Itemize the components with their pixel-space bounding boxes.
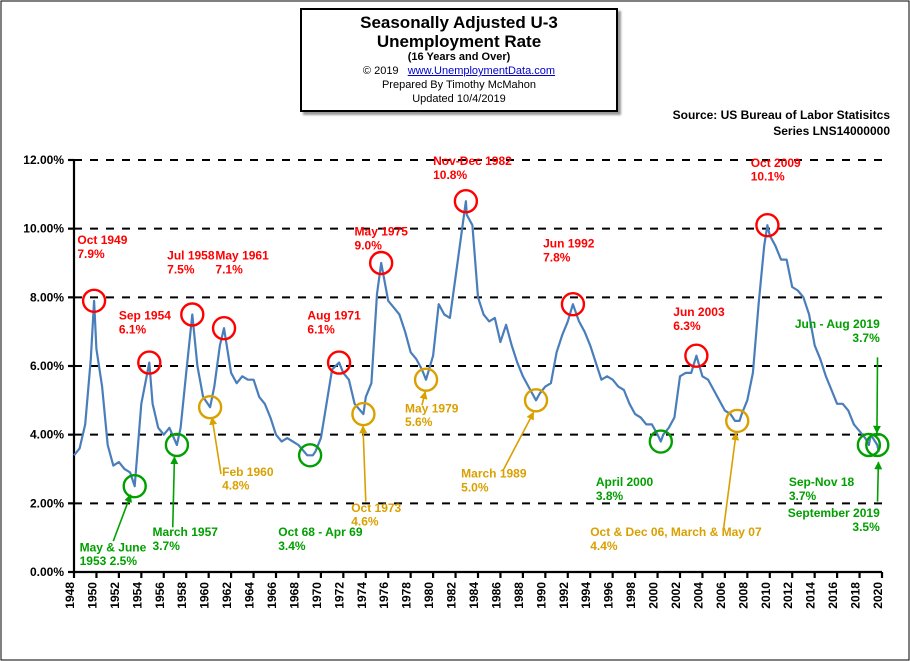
x-tick-label: 1968 — [287, 582, 301, 609]
y-tick-label: 12.00% — [23, 153, 64, 167]
x-tick-label: 1962 — [220, 582, 234, 609]
title-box: Seasonally Adjusted U-3 Unemployment Rat… — [300, 8, 618, 112]
x-tick-label: 1954 — [130, 582, 144, 609]
marker-label: Sep-Nov 183.7% — [789, 475, 855, 503]
x-tick-label: 1950 — [85, 582, 99, 609]
title-prepared: Prepared By Timothy McMahon — [308, 79, 610, 93]
x-tick-label: 1994 — [579, 582, 593, 609]
marker-label: Jun 20036.3% — [673, 305, 725, 333]
source-line2: Series LNS14000000 — [673, 124, 890, 140]
x-tick-label: 2012 — [781, 582, 795, 609]
marker-label: Oct 200910.1% — [751, 156, 801, 184]
marker-label: Feb 19604.8% — [222, 465, 274, 493]
callout-arrow — [878, 462, 879, 501]
callout-arrow — [877, 357, 878, 433]
x-tick-label: 1976 — [377, 582, 391, 609]
marker-label: May 19795.6% — [405, 401, 459, 429]
unemployment-series — [74, 201, 879, 486]
x-tick-label: 1972 — [332, 582, 346, 609]
marker-label: March 19895.0% — [461, 467, 527, 495]
x-tick-label: 1948 — [63, 582, 77, 609]
x-tick-label: 1996 — [602, 582, 616, 609]
x-tick-label: 1988 — [512, 582, 526, 609]
source-citation: Source: US Bureau of Labor Statisitcs Se… — [673, 108, 890, 139]
x-tick-label: 1974 — [355, 582, 369, 609]
title-updated: Updated 10/4/2019 — [308, 93, 610, 107]
callout-arrow — [113, 495, 130, 541]
x-tick-label: 1960 — [198, 582, 212, 609]
callout-arrow — [212, 418, 221, 475]
marker-label: September 20193.5% — [788, 506, 880, 534]
title-line2: Unemployment Rate — [308, 33, 610, 52]
y-tick-label: 0.00% — [30, 565, 64, 579]
marker-label: Aug 19716.1% — [307, 309, 361, 337]
x-tick-label: 1986 — [489, 582, 503, 609]
x-tick-label: 2006 — [714, 582, 728, 609]
source-line1: Source: US Bureau of Labor Statisitcs — [673, 108, 890, 124]
marker-label: Jul 19587.5% — [167, 249, 215, 277]
callout-arrow — [363, 426, 366, 502]
marker-label: Oct 68 - Apr 693.4% — [278, 525, 363, 553]
marker-label: April 20003.8% — [596, 475, 654, 503]
x-tick-label: 2008 — [736, 582, 750, 609]
x-tick-label: 1956 — [153, 582, 167, 609]
y-tick-label: 6.00% — [30, 359, 64, 373]
x-tick-label: 1970 — [310, 582, 324, 609]
x-tick-label: 2004 — [691, 582, 705, 609]
marker-label: Sep 19546.1% — [119, 309, 171, 337]
y-tick-label: 10.00% — [23, 222, 64, 236]
x-tick-label: 2020 — [871, 582, 885, 609]
callout-arrow — [504, 412, 534, 469]
marker-label: Oct & Dec 06, March & May 074.4% — [590, 525, 762, 553]
source-link[interactable]: www.UnemploymentData.com — [408, 65, 555, 77]
x-tick-label: 2010 — [759, 582, 773, 609]
marker-label: Jun 19927.8% — [543, 237, 595, 265]
marker-label: Oct 19734.6% — [351, 501, 401, 529]
x-tick-label: 2014 — [804, 582, 818, 609]
title-line1: Seasonally Adjusted U-3 — [308, 14, 610, 33]
x-tick-label: 2002 — [669, 582, 683, 609]
callout-arrow — [724, 433, 736, 527]
marker-label: Oct 19497.9% — [77, 233, 127, 261]
chart-container: Seasonally Adjusted U-3 Unemployment Rat… — [0, 0, 910, 661]
marker-label: Nov-Dec 198210.8% — [433, 154, 512, 182]
x-tick-label: 1990 — [534, 582, 548, 609]
x-tick-label: 2016 — [826, 582, 840, 609]
y-tick-label: 8.00% — [30, 290, 64, 304]
y-tick-label: 2.00% — [30, 496, 64, 510]
marker-label: Jun - Aug 20193.7% — [795, 317, 880, 345]
x-tick-label: 1980 — [422, 582, 436, 609]
x-tick-label: 1952 — [108, 582, 122, 609]
marker-label: May 19759.0% — [355, 225, 409, 253]
x-tick-label: 1978 — [400, 582, 414, 609]
x-tick-label: 2000 — [647, 582, 661, 609]
x-tick-label: 1998 — [624, 582, 638, 609]
x-tick-label: 2018 — [849, 582, 863, 609]
marker-label: May 19617.1% — [215, 249, 269, 277]
marker-label: May & June1953 2.5% — [80, 540, 147, 568]
marker-label: March 19573.7% — [153, 525, 219, 553]
x-tick-label: 1966 — [265, 582, 279, 609]
y-tick-label: 4.00% — [30, 428, 64, 442]
x-tick-label: 1984 — [467, 582, 481, 609]
x-tick-label: 1982 — [445, 582, 459, 609]
callout-arrow — [173, 457, 175, 527]
x-tick-label: 1958 — [175, 582, 189, 609]
title-sub: (16 Years and Over) — [308, 51, 610, 65]
x-tick-label: 1964 — [243, 582, 257, 609]
title-copyright: © 2019 www.UnemploymentData.com — [308, 65, 610, 79]
x-tick-label: 1992 — [557, 582, 571, 609]
